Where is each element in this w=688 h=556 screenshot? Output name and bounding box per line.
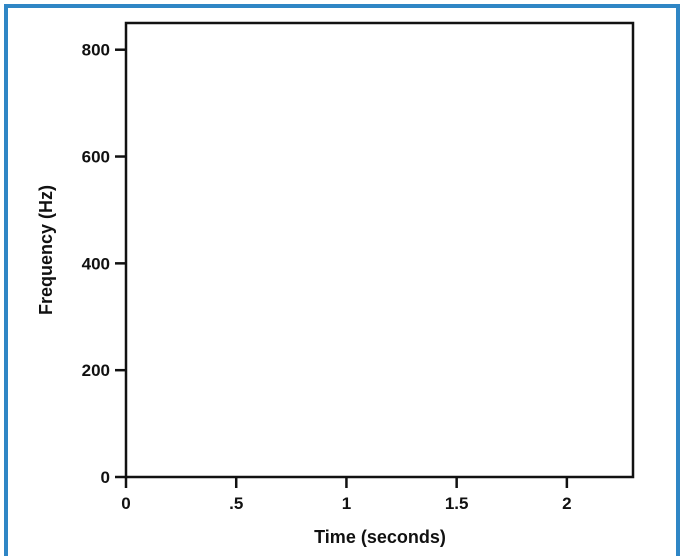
x-tick-label: 0 (121, 494, 130, 513)
y-axis-ticks: 0 200 400 600 800 (82, 41, 126, 487)
y-tick-label: 600 (82, 148, 110, 167)
y-tick-label: 0 (101, 468, 110, 487)
x-tick-label: 2 (562, 494, 571, 513)
y-tick-label: 200 (82, 361, 110, 380)
spectral-segments (188, 36, 588, 376)
x-tick-label: .5 (229, 494, 243, 513)
y-axis-title: Frequency (Hz) (36, 185, 56, 315)
x-tick-label: 1.5 (445, 494, 469, 513)
x-tick-label: 1 (342, 494, 351, 513)
y-tick-label: 800 (82, 41, 110, 60)
y-tick-label: 400 (82, 254, 110, 273)
x-axis-ticks: 0 .5 1 1.5 2 (121, 477, 572, 513)
plot-area (124, 21, 635, 479)
x-axis-title: Time (seconds) (314, 527, 446, 547)
